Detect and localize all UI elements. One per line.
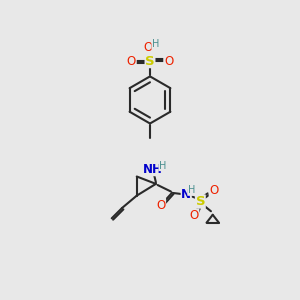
Text: S: S [145, 55, 155, 68]
Text: O: O [164, 55, 173, 68]
Text: H: H [159, 160, 166, 171]
Text: NH: NH [143, 163, 163, 176]
Text: H: H [152, 39, 159, 49]
Text: O: O [156, 199, 166, 212]
Text: N: N [181, 188, 191, 201]
Text: O: O [209, 184, 218, 197]
Text: O: O [143, 41, 152, 54]
Text: O: O [127, 55, 136, 68]
Text: O: O [190, 209, 199, 222]
Text: S: S [196, 195, 205, 208]
Text: H: H [188, 185, 195, 195]
